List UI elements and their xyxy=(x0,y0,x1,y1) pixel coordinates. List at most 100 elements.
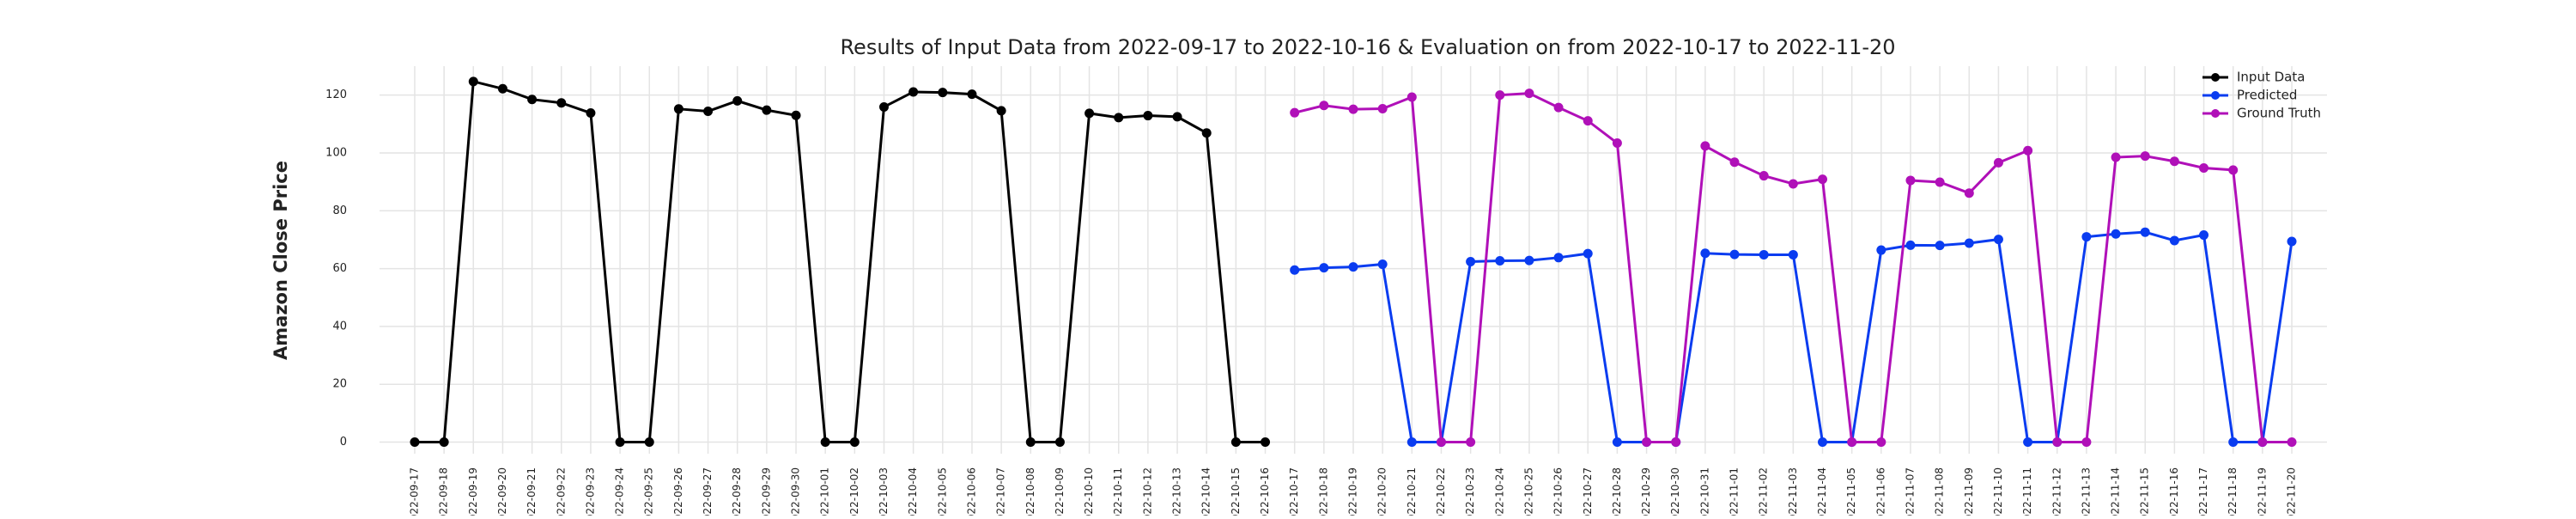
point xyxy=(791,110,801,120)
x-tick-label: 2022-09-26 xyxy=(672,467,684,516)
point xyxy=(2169,156,2179,167)
x-tick-label: 2022-10-28 xyxy=(1611,467,1623,516)
x-tick-label: 2022-10-11 xyxy=(1112,467,1124,516)
point xyxy=(1993,157,2003,168)
point xyxy=(878,101,889,112)
x-tick-label: 2022-10-15 xyxy=(1230,467,1242,516)
point xyxy=(497,83,507,94)
legend-label: Predicted xyxy=(2237,88,2297,103)
x-tick-label: 2022-10-22 xyxy=(1435,467,1447,516)
x-tick-label: 2022-11-16 xyxy=(2168,467,2180,516)
x-tick-label: 2022-09-27 xyxy=(702,467,714,516)
point xyxy=(1583,248,1593,259)
series-line xyxy=(414,79,1266,444)
point xyxy=(1759,249,1769,260)
x-tick-label: 2022-10-31 xyxy=(1698,467,1710,516)
point xyxy=(1993,235,2003,245)
point xyxy=(2287,236,2297,247)
point xyxy=(1935,241,1945,251)
point xyxy=(1495,256,1505,266)
point xyxy=(2111,152,2121,162)
point xyxy=(1905,240,1916,250)
x-tick-label: 2022-11-05 xyxy=(1845,467,1857,516)
x-tick-label: 2022-10-03 xyxy=(878,467,890,516)
x-tick-label: 2022-10-24 xyxy=(1493,467,1505,516)
point xyxy=(1847,437,1857,448)
point xyxy=(1114,113,1124,123)
point xyxy=(673,104,683,114)
point xyxy=(2081,437,2092,448)
point xyxy=(1759,171,1769,181)
y-tick-label: 80 xyxy=(332,205,347,217)
x-tick-label: 2022-09-17 xyxy=(408,467,420,516)
point xyxy=(1319,263,1329,273)
point xyxy=(1084,108,1095,119)
x-tick-label: 2022-10-04 xyxy=(907,467,919,516)
x-tick-label: 2022-11-06 xyxy=(1874,467,1886,516)
point xyxy=(1436,437,1446,448)
point xyxy=(1377,103,1388,113)
point xyxy=(615,437,625,448)
point xyxy=(1788,249,1798,260)
point xyxy=(1700,141,1710,151)
point xyxy=(1642,437,1652,448)
x-tick-label: 2022-09-21 xyxy=(526,467,538,516)
point xyxy=(1729,249,1740,260)
x-tick-label: 2022-10-10 xyxy=(1083,467,1095,516)
x-tick-label: 2022-10-20 xyxy=(1376,467,1388,516)
point xyxy=(1905,175,1916,186)
x-tick-label: 2022-10-19 xyxy=(1347,467,1359,516)
x-tick-label: 2022-11-20 xyxy=(2286,467,2298,516)
point xyxy=(1935,177,1945,187)
x-tick-label: 2022-11-09 xyxy=(1963,467,1975,516)
point xyxy=(938,88,948,98)
legend-marker xyxy=(2211,109,2220,118)
point xyxy=(2199,230,2209,241)
x-tick-label: 2022-09-29 xyxy=(760,467,772,516)
chart-title: Results of Input Data from 2022-09-17 to… xyxy=(840,35,1895,59)
point xyxy=(2257,437,2268,448)
point xyxy=(1230,437,1241,448)
point xyxy=(527,95,538,105)
legend-label: Ground Truth xyxy=(2237,106,2321,121)
point xyxy=(762,105,772,115)
x-tick-label: 2022-11-07 xyxy=(1904,467,1916,516)
x-tick-label: 2022-09-23 xyxy=(584,467,596,516)
x-tick-label: 2022-11-04 xyxy=(1816,467,1828,516)
x-tick-label: 2022-10-01 xyxy=(819,467,831,516)
x-tick-label: 2022-10-12 xyxy=(1141,467,1153,516)
y-axis-label: Amazon Close Price xyxy=(270,161,291,360)
x-tick-label: 2022-11-10 xyxy=(1992,467,2004,516)
point xyxy=(468,76,478,87)
x-tick-label: 2022-11-14 xyxy=(2110,467,2122,516)
point xyxy=(849,437,860,448)
point xyxy=(996,106,1006,116)
legend-label: Input Data xyxy=(2237,70,2305,85)
x-tick-label: 2022-10-13 xyxy=(1171,467,1183,516)
point xyxy=(2228,165,2239,175)
x-tick-label: 2022-10-30 xyxy=(1669,467,1681,516)
point xyxy=(2199,162,2209,173)
point xyxy=(1524,89,1534,99)
x-tick-label: 2022-10-26 xyxy=(1552,467,1564,516)
point xyxy=(1348,262,1358,272)
y-tick-label: 40 xyxy=(332,320,347,333)
x-tick-label: 2022-09-19 xyxy=(467,467,479,516)
x-tick-label: 2022-10-06 xyxy=(965,467,977,516)
x-tick-label: 2022-11-12 xyxy=(2050,467,2063,516)
point xyxy=(732,95,743,106)
x-tick-label: 2022-10-16 xyxy=(1259,467,1271,516)
x-tick-label: 2022-09-25 xyxy=(643,467,655,516)
x-tick-label: 2022-10-27 xyxy=(1582,467,1594,516)
legend-marker xyxy=(2211,91,2220,100)
point xyxy=(1025,437,1036,448)
point xyxy=(1818,174,1828,185)
point xyxy=(1261,437,1271,448)
legend-marker xyxy=(2211,73,2220,82)
y-tick-label: 120 xyxy=(325,89,347,101)
point xyxy=(1406,92,1417,102)
point xyxy=(1553,253,1564,263)
point xyxy=(2140,227,2150,237)
x-tick-label: 2022-11-08 xyxy=(1934,467,1946,516)
point xyxy=(1671,437,1681,448)
